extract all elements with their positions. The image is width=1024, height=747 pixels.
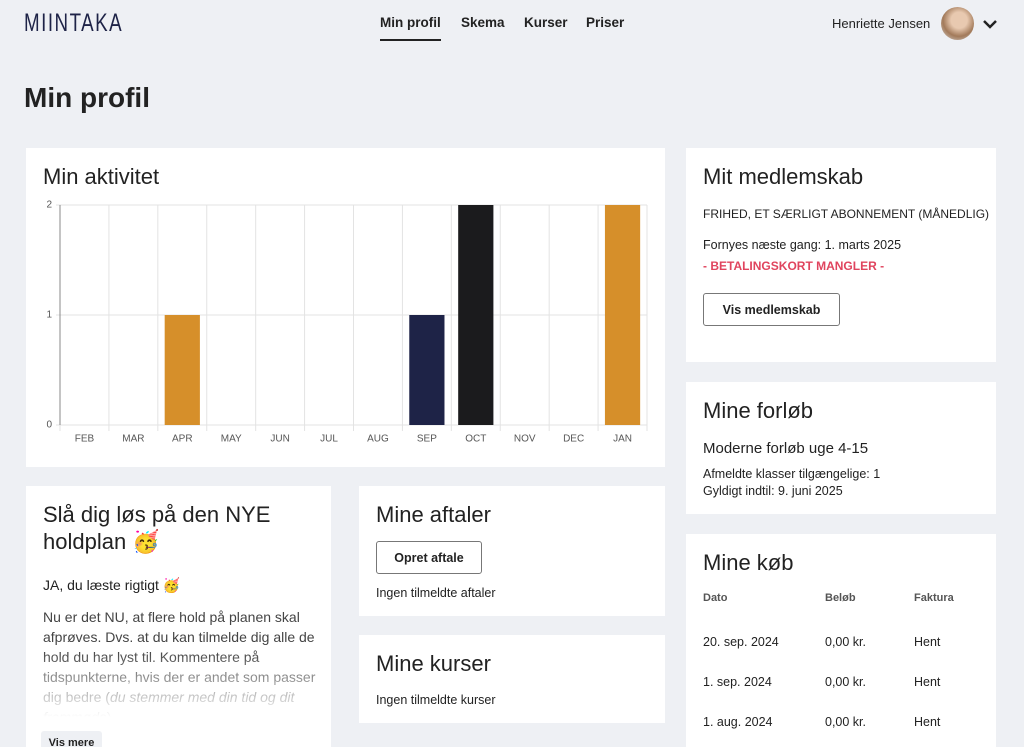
cell: 0,00 kr. — [825, 635, 866, 649]
bar — [409, 315, 445, 425]
warning: - BETALINGSKORT MANGLER - — [703, 259, 885, 273]
lead: JA, du læste rigtigt 🥳 — [43, 577, 181, 593]
card-title: Mine forløb — [703, 398, 814, 423]
purchases-card: Mine køb Dato Beløb Faktura 20. sep. 2024 0,… — [686, 534, 996, 747]
available: Afmeldte klasser tilgængelige: 1 — [703, 467, 881, 481]
courses-card: Mine kurser Ingen tilmeldte kurser — [359, 635, 665, 723]
plan: FRIHED, ET SÆRLIGT ABONNEMENT (MÅNEDLIG) — [703, 207, 990, 221]
bar — [604, 205, 641, 425]
card-title: Min aktivitet — [43, 164, 160, 189]
renewal: Fornyes næste gang: 1. marts 2025 — [703, 238, 902, 252]
cell: 0,00 kr. — [825, 675, 866, 689]
y-tick-label: 0 — [46, 420, 52, 431]
x-tick-label: NOV — [514, 434, 536, 445]
card-title: Mine kurser — [376, 651, 491, 676]
invoice-link[interactable]: Hent — [914, 715, 941, 729]
logo[interactable]: MIINTAKA — [24, 9, 124, 37]
empty: Ingen tilmeldte aftaler — [376, 586, 496, 600]
y-tick-label: 1 — [46, 310, 52, 321]
button[interactable]: Vis medlemskab — [703, 293, 840, 326]
x-tick-label: APR — [172, 434, 193, 445]
body-end: ) — [106, 709, 112, 717]
course-name: Moderne forløb uge 4-15 — [703, 440, 869, 457]
progress-card: Mine forløb Moderne forløb uge 4-15 Afme… — [686, 382, 996, 514]
card-title: Mine køb — [703, 550, 794, 575]
bar — [458, 205, 494, 425]
activity-card: Min aktivitet 0 1 2 FEB MAR APR MAY JUN JUL AUG SE… — [26, 148, 665, 467]
x-tick-label: DEC — [563, 434, 584, 445]
card-title: Slå dig løs på den NYE holdplan 🥳 — [43, 502, 271, 554]
cell: 1. sep. 2024 — [703, 675, 772, 689]
body: Nu er det NU, at flere hold på planen sk… — [43, 607, 318, 717]
x-tick-label: MAY — [221, 434, 242, 445]
x-tick-label: OCT — [465, 434, 486, 445]
nav-item[interactable]: Skema — [461, 15, 505, 30]
column-header: Dato — [703, 592, 728, 604]
user-name[interactable]: Henriette Jensen — [832, 16, 931, 31]
x-tick-label: MAR — [122, 434, 144, 445]
x-tick-label: AUG — [367, 434, 389, 445]
x-tick-label: SEP — [417, 434, 437, 445]
y-tick-label: 2 — [46, 200, 52, 211]
column-header: Beløb — [825, 592, 856, 604]
activity-chart: 0 1 2 FEB MAR APR MAY JUN JUL AUG SEP OCT NOV DEC JAN — [46, 200, 648, 445]
empty: Ingen tilmeldte kurser — [376, 693, 496, 707]
card-title: Mit medlemskab — [703, 164, 864, 189]
column-header: Faktura — [914, 592, 954, 604]
membership-card: Mit medlemskab FRIHED, ET SÆRLIGT ABONNE… — [686, 148, 996, 362]
chevron[interactable] — [982, 18, 998, 30]
x-tick-label: FEB — [75, 434, 95, 445]
x-tick-label: JUN — [270, 434, 289, 445]
nav-item[interactable]: Priser — [586, 15, 625, 30]
nav-item[interactable]: Min profil — [380, 15, 441, 41]
button[interactable]: Opret aftale — [376, 541, 482, 574]
x-tick-label: JAN — [613, 434, 632, 445]
button[interactable]: Vis mere — [41, 731, 102, 747]
nav-item[interactable]: Kurser — [524, 15, 568, 30]
news-card: Slå dig løs på den NYE holdplan 🥳 JA, du… — [26, 486, 331, 747]
x-tick-label: JUL — [320, 434, 338, 445]
invoice-link[interactable]: Hent — [914, 635, 941, 649]
body-italic: du stemmer med din tid og dit fremmøde — [43, 689, 295, 717]
valid: Gyldigt indtil: 9. juni 2025 — [703, 484, 843, 498]
body-text: Nu er det NU, at flere hold på planen sk… — [43, 609, 316, 705]
cell: 1. aug. 2024 — [703, 715, 773, 729]
invoice-link[interactable]: Hent — [914, 675, 941, 689]
card-title: Mine aftaler — [376, 502, 491, 527]
page-title: Min profil — [24, 82, 150, 113]
cell: 0,00 kr. — [825, 715, 866, 729]
bar — [164, 315, 200, 425]
cell: 20. sep. 2024 — [703, 635, 779, 649]
appointments-card: Mine aftaler Opret aftale Ingen tilmeldt… — [359, 486, 665, 616]
avatar[interactable] — [941, 7, 974, 40]
